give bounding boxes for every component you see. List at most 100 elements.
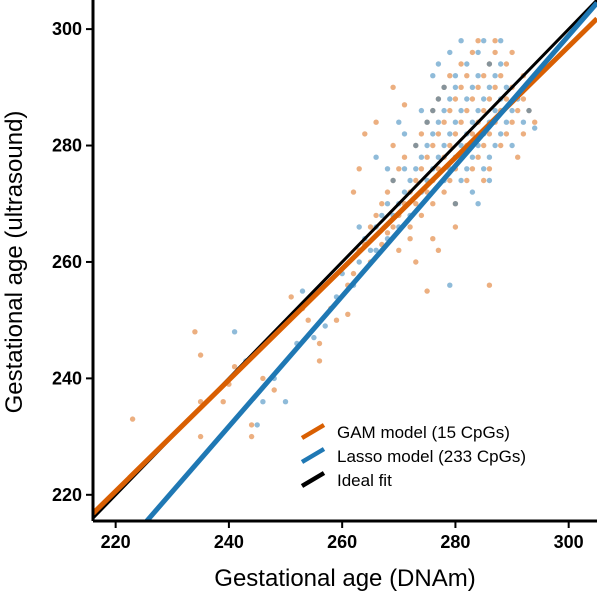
point-series0-113 <box>407 236 413 242</box>
point-series1-64 <box>475 107 481 114</box>
point-series1-102 <box>373 154 379 160</box>
point-series0-124 <box>390 142 396 149</box>
point-series1-34 <box>424 119 430 125</box>
point-series0-112 <box>424 288 430 294</box>
point-series0-117 <box>373 119 379 125</box>
point-series1-92 <box>430 73 436 79</box>
point-series1-101 <box>447 282 453 288</box>
point-series0-116 <box>435 247 442 253</box>
point-series0-2 <box>197 352 204 358</box>
point-series1-31 <box>418 154 425 160</box>
point-series1-38 <box>430 107 436 114</box>
point-series0-10 <box>260 375 266 382</box>
point-series1-15 <box>367 247 374 253</box>
point-series1-93 <box>401 131 408 137</box>
point-series1-22 <box>390 177 396 184</box>
point-series0-52 <box>430 201 436 207</box>
point-series0-110 <box>532 119 538 125</box>
point-series1-46 <box>447 96 453 102</box>
x-tick-label-240: 240 <box>214 532 244 552</box>
point-series1-49 <box>452 84 459 91</box>
point-series1-8 <box>311 334 317 341</box>
x-tick-label-280: 280 <box>440 532 470 552</box>
point-series0-1 <box>192 329 198 335</box>
point-series1-91 <box>469 189 476 195</box>
point-series0-35 <box>396 247 402 253</box>
point-series0-49 <box>430 142 436 149</box>
point-series1-88 <box>435 61 442 67</box>
point-series1-18 <box>379 212 385 219</box>
point-series0-15 <box>316 358 323 364</box>
point-series0-21 <box>350 270 357 277</box>
legend: GAM model (15 CpGs) Lasso model (233 CpG… <box>300 423 526 490</box>
point-series1-86 <box>526 107 532 114</box>
point-series0-34 <box>396 166 402 172</box>
x-axis-ticks: 220 240 260 280 300 <box>101 521 584 552</box>
point-series0-68 <box>458 119 464 125</box>
point-series0-44 <box>418 212 425 219</box>
point-series0-96 <box>498 73 504 79</box>
point-series0-7 <box>231 364 238 370</box>
point-series0-12 <box>288 294 294 300</box>
point-series1-7 <box>299 288 306 294</box>
point-series0-42 <box>413 201 419 207</box>
point-series1-39 <box>435 119 442 125</box>
point-series1-98 <box>458 38 464 44</box>
point-series1-56 <box>464 96 470 102</box>
point-series0-104 <box>509 119 515 125</box>
point-series0-9 <box>248 433 255 440</box>
point-series0-106 <box>515 154 521 160</box>
point-series1-55 <box>458 177 464 184</box>
point-series1-41 <box>435 96 442 102</box>
point-series0-108 <box>520 131 527 137</box>
point-series0-45 <box>418 131 425 137</box>
point-series1-104 <box>396 119 402 125</box>
point-series1-20 <box>384 201 391 207</box>
point-series1-76 <box>492 142 498 149</box>
point-series1-79 <box>498 61 504 67</box>
point-series0-59 <box>441 189 447 195</box>
point-series1-45 <box>441 84 447 91</box>
point-series1-53 <box>458 107 464 114</box>
point-series0-71 <box>458 61 464 67</box>
point-series1-81 <box>503 119 510 125</box>
y-tick-label-280: 280 <box>52 136 82 156</box>
point-series1-54 <box>458 142 464 149</box>
points-layer <box>129 38 538 440</box>
point-series0-102 <box>509 49 515 56</box>
point-series0-121 <box>430 236 436 242</box>
point-series0-28 <box>379 201 385 207</box>
point-series0-14 <box>305 317 311 323</box>
point-series0-18 <box>333 317 340 323</box>
point-series0-91 <box>486 166 493 172</box>
point-series0-80 <box>475 84 481 91</box>
point-series0-87 <box>481 177 487 184</box>
legend-label-gam: GAM model (15 CpGs) <box>337 423 510 442</box>
point-series0-123 <box>362 131 368 137</box>
point-series1-61 <box>469 119 476 125</box>
point-series1-13 <box>356 259 362 265</box>
point-series1-17 <box>373 247 379 253</box>
point-series0-118 <box>356 166 362 172</box>
point-series0-120 <box>413 259 419 265</box>
point-series1-27 <box>407 177 413 184</box>
point-series0-107 <box>520 96 527 102</box>
point-series1-72 <box>486 154 493 160</box>
point-series1-80 <box>503 84 510 91</box>
y-axis-title: Gestational age (ultrasound) <box>1 111 28 414</box>
point-series1-29 <box>413 166 419 172</box>
point-series1-58 <box>464 61 470 67</box>
point-series0-31 <box>390 224 396 230</box>
point-series1-40 <box>435 154 442 160</box>
fit-lines-layer <box>93 0 597 521</box>
x-tick-label-300: 300 <box>554 532 584 552</box>
point-series0-8 <box>248 422 255 428</box>
point-series1-42 <box>441 107 447 114</box>
point-series1-52 <box>452 73 459 79</box>
point-series1-33 <box>424 142 430 149</box>
point-series0-105 <box>515 107 521 114</box>
y-tick-label-260: 260 <box>52 252 82 272</box>
point-series0-79 <box>469 166 476 172</box>
point-series0-99 <box>503 61 510 67</box>
legend-swatch-gam <box>300 423 326 440</box>
